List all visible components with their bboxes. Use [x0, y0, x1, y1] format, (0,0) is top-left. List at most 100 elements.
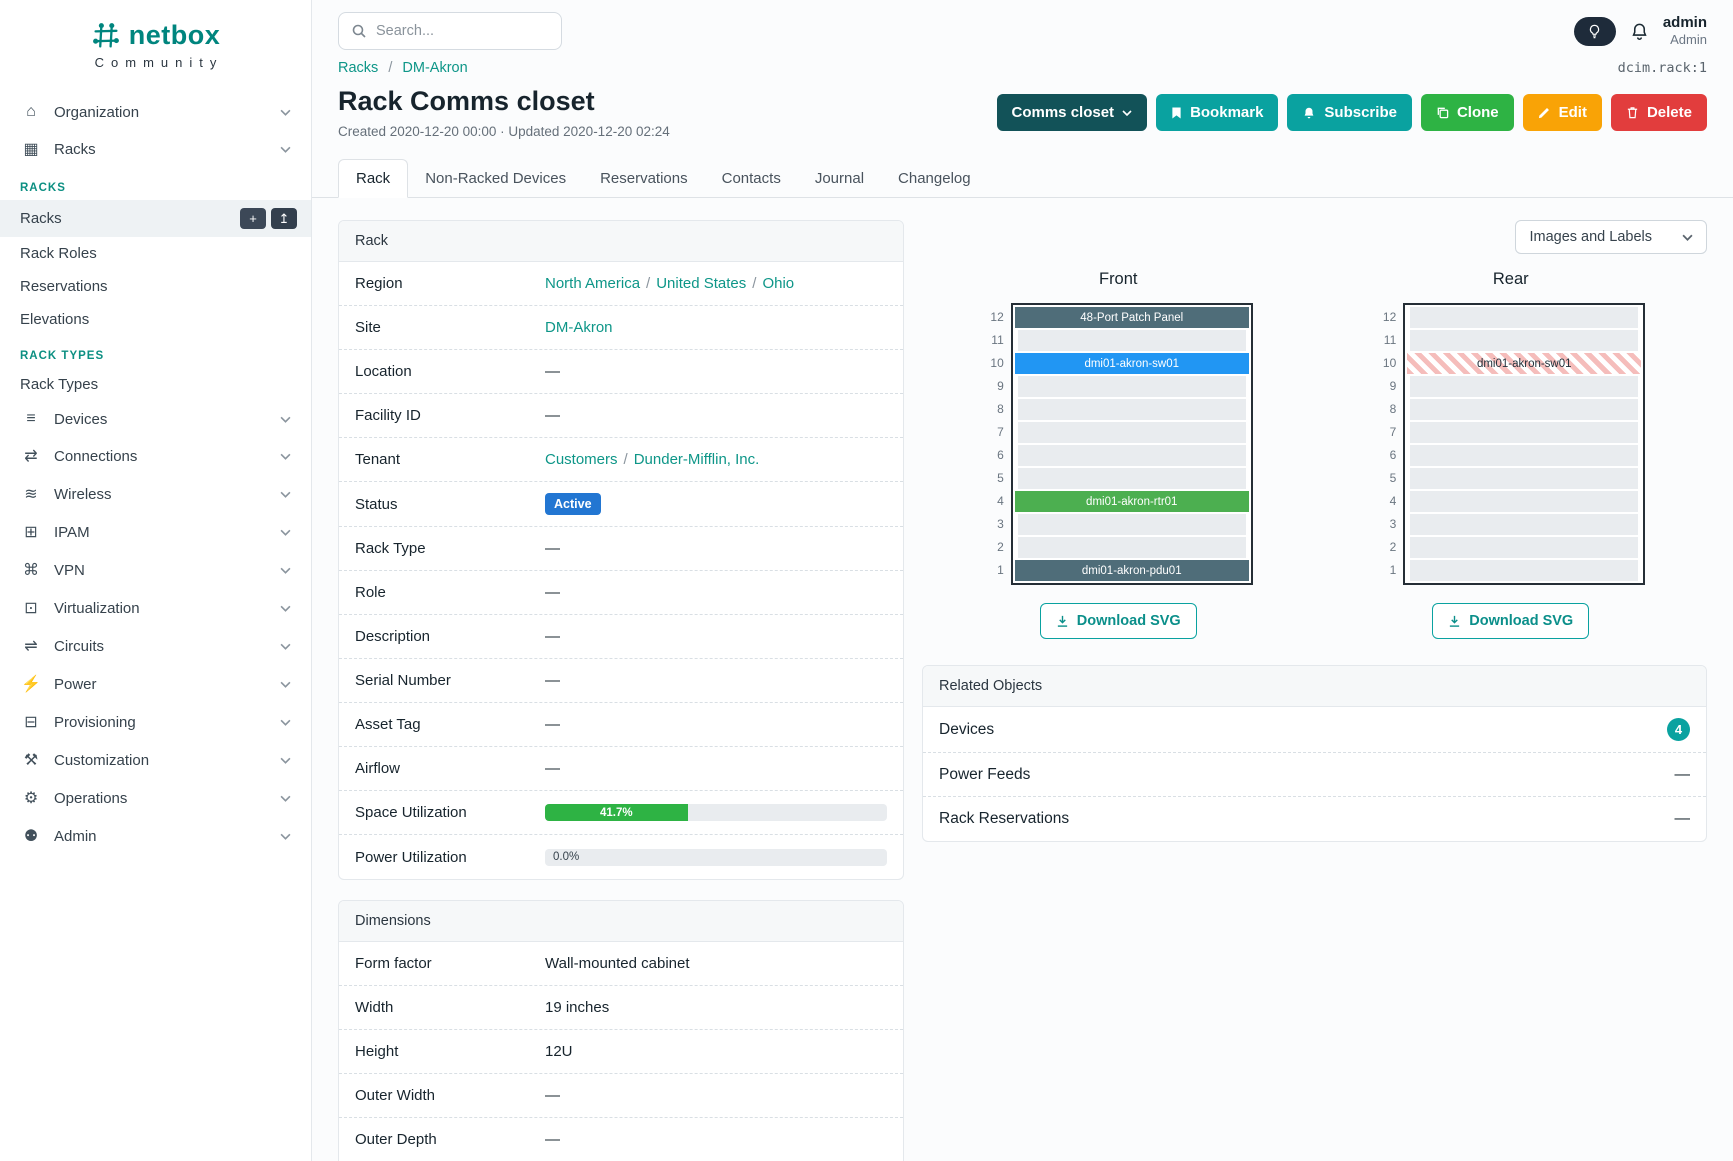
row-label: Airflow [355, 760, 401, 777]
rack-unit-empty[interactable] [1410, 399, 1639, 420]
related-row-devices[interactable]: Devices 4 [923, 707, 1706, 753]
related-row-power-feeds[interactable]: Power Feeds — [923, 753, 1706, 797]
row-label: Facility ID [355, 407, 421, 424]
dm-akron-link[interactable]: DM-Akron [545, 319, 613, 336]
sidebar-item-circuits[interactable]: ⇌ Circuits [0, 627, 311, 665]
detail-row-serial-number: Serial Number — [339, 659, 903, 703]
rack-unit-empty[interactable] [1017, 514, 1246, 535]
download-svg-button-front[interactable]: Download SVG [1039, 603, 1197, 639]
rack-unit-empty[interactable] [1017, 445, 1246, 466]
netbox-logo[interactable]: netbox Community [0, 0, 311, 80]
sidebar-item-label: Admin [54, 827, 97, 845]
breadcrumb-site-link[interactable]: DM-Akron [402, 60, 468, 76]
tab-contacts[interactable]: Contacts [705, 160, 798, 197]
sidebar-item-provisioning[interactable]: ⊟ Provisioning [0, 703, 311, 741]
detail-row-description: Description — [339, 615, 903, 659]
row-value: — [545, 672, 560, 689]
wireless-icon: ≋ [24, 486, 38, 503]
chevron-down-icon [280, 529, 291, 536]
tab-rack[interactable]: Rack [338, 159, 409, 198]
sidebar-item-vpn[interactable]: ⌘ VPN [0, 551, 311, 589]
download-svg-button-rear[interactable]: Download SVG [1432, 603, 1590, 639]
sidebar-item-racks[interactable]: ▦ Racks [0, 130, 311, 168]
rack-unit-empty[interactable] [1017, 537, 1246, 558]
rack-unit-empty[interactable] [1017, 468, 1246, 489]
rack-unit-empty[interactable] [1410, 491, 1639, 512]
sidebar-item-rack-types[interactable]: Rack Types [0, 368, 311, 401]
chevron-down-icon [280, 681, 291, 688]
subscribe-button[interactable]: Subscribe [1287, 94, 1412, 131]
rack-device-dmi01-akron-pdu01[interactable]: dmi01-akron-pdu01 [1014, 560, 1249, 581]
rack-unit-empty[interactable] [1410, 537, 1639, 558]
progress-fill: 41.7% [545, 804, 688, 821]
rack-unit-empty[interactable] [1017, 376, 1246, 397]
rack-unit-empty[interactable] [1017, 422, 1246, 443]
sidebar-item-customization[interactable]: ⚒ Customization [0, 741, 311, 779]
rack-unit-empty[interactable] [1017, 330, 1246, 351]
add-icon[interactable]: + [240, 208, 266, 229]
theme-toggle-button[interactable] [1573, 16, 1616, 46]
tab-non-racked-devices[interactable]: Non-Racked Devices [408, 160, 583, 197]
rack-unit-empty[interactable] [1410, 330, 1639, 351]
rack-unit-empty[interactable] [1410, 376, 1639, 397]
row-label: Asset Tag [355, 716, 421, 733]
organization-icon: ⌂ [26, 103, 36, 120]
related-label: Devices [939, 720, 995, 738]
rack-device-dmi01-akron-sw01[interactable]: dmi01-akron-sw01 [1407, 353, 1642, 374]
import-icon[interactable]: ↥ [271, 208, 297, 229]
sidebar-item-rack-roles[interactable]: Rack Roles [0, 237, 311, 270]
rack-unit-empty[interactable] [1410, 560, 1639, 581]
tab-reservations[interactable]: Reservations [583, 160, 705, 197]
related-objects-card: Related Objects Devices 4 Power Feeds — Rack… [922, 665, 1707, 842]
delete-button[interactable]: Delete [1610, 94, 1707, 131]
dimensions-card-body: Form factor Wall-mounted cabinet Width 19 i… [339, 942, 903, 1161]
rack-group-dropdown-button[interactable]: Comms closet [996, 94, 1148, 131]
sidebar-item-devices[interactable]: ≡ Devices [0, 401, 311, 437]
sidebar-item-wireless[interactable]: ≋ Wireless [0, 475, 311, 513]
customers-link[interactable]: Customers [545, 451, 618, 468]
sidebar-item-power[interactable]: ⚡ Power [0, 665, 311, 703]
detail-row-form-factor: Form factor Wall-mounted cabinet [339, 942, 903, 986]
sidebar-item-racks[interactable]: Racks + ↥ [0, 200, 311, 237]
sidebar-item-virtualization[interactable]: ⊡ Virtualization [0, 589, 311, 627]
sidebar-item-elevations[interactable]: Elevations [0, 303, 311, 336]
search-box[interactable] [338, 12, 562, 50]
brand-name: netbox [128, 20, 221, 50]
rack-unit-empty[interactable] [1410, 422, 1639, 443]
united-states-link[interactable]: United States [656, 275, 747, 292]
unit-number: 5 [1389, 471, 1397, 485]
sidebar-item-reservations[interactable]: Reservations [0, 270, 311, 303]
rack-unit-empty[interactable] [1410, 445, 1639, 466]
sidebar-item-admin[interactable]: ⚉ Admin [0, 817, 311, 855]
sidebar-item-ipam[interactable]: ⊞ IPAM [0, 513, 311, 551]
notifications-button[interactable] [1630, 22, 1649, 41]
rack-device-48-port-patch-panel[interactable]: 48-Port Patch Panel [1014, 307, 1249, 328]
bookmark-button[interactable]: Bookmark [1156, 94, 1279, 131]
edit-button[interactable]: Edit [1522, 94, 1602, 131]
search-input[interactable] [376, 23, 549, 39]
row-value: 0.0% [545, 848, 887, 866]
images-labels-select[interactable]: Images and Labels [1515, 220, 1707, 254]
rack-device-dmi01-akron-sw01[interactable]: dmi01-akron-sw01 [1014, 353, 1249, 374]
sidebar-item-connections[interactable]: ⇄ Connections [0, 437, 311, 475]
clone-icon [1437, 107, 1449, 119]
north-america-link[interactable]: North America [545, 275, 641, 292]
detail-row-tenant: Tenant Customers / Dunder-Mifflin, Inc. [339, 438, 903, 482]
bell-plus-icon [1305, 107, 1314, 118]
ohio-link[interactable]: Ohio [762, 275, 795, 292]
related-row-rack-reservations[interactable]: Rack Reservations — [923, 797, 1706, 841]
sidebar-item-operations[interactable]: ⚙ Operations [0, 779, 311, 817]
detail-row-space-utilization: Space Utilization 41.7% [339, 791, 903, 835]
tab-changelog[interactable]: Changelog [881, 160, 988, 197]
rack-unit-empty[interactable] [1410, 307, 1639, 328]
clone-button[interactable]: Clone [1420, 94, 1514, 131]
rack-device-dmi01-akron-rtr01[interactable]: dmi01-akron-rtr01 [1014, 491, 1249, 512]
rack-unit-empty[interactable] [1410, 468, 1639, 489]
rack-unit-empty[interactable] [1410, 514, 1639, 535]
rack-unit-empty[interactable] [1017, 399, 1246, 420]
breadcrumb-racks-link[interactable]: Racks [338, 60, 379, 76]
dunder-mifflin-inc-link[interactable]: Dunder-Mifflin, Inc. [633, 451, 760, 468]
sidebar-item-organization[interactable]: ⌂ Organization [0, 94, 311, 130]
tab-journal[interactable]: Journal [798, 160, 881, 197]
user-menu[interactable]: admin Admin [1663, 14, 1707, 48]
